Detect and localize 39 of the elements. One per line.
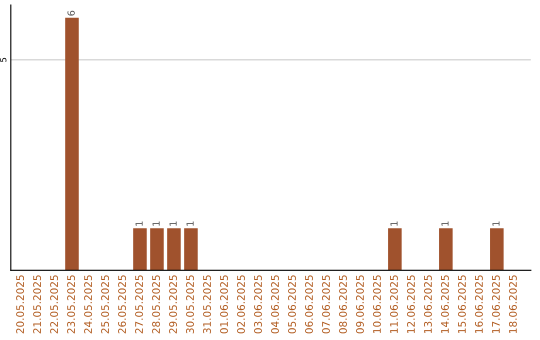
x-tick-label: 02.06.2025 [237, 275, 245, 334]
x-tick-label: 23.05.2025 [67, 275, 75, 334]
x-tick-label: 28.05.2025 [152, 275, 160, 334]
x-tick-label: 17.06.2025 [492, 275, 500, 333]
x-tick-label: 06.06.2025 [305, 275, 313, 334]
x-tick-label: 18.06.2025 [508, 275, 517, 333]
x-tick-label: 09.06.2025 [356, 275, 364, 334]
x-tick-label: 31.05.2025 [203, 275, 211, 334]
data-label: 1 [390, 222, 398, 226]
x-tick-label: 21.05.2025 [33, 275, 42, 334]
data-label: 1 [492, 222, 500, 226]
x-tick-label: 22.05.2025 [50, 275, 58, 334]
x-tick-label: 13.06.2025 [424, 275, 432, 333]
x-tick-label: 30.05.2025 [186, 275, 194, 334]
x-tick-label: 12.06.2025 [407, 275, 415, 333]
x-tick-label: 05.06.2025 [288, 275, 296, 334]
x-tick-label: 04.06.2025 [271, 275, 279, 334]
data-label: 1 [152, 222, 160, 226]
data-label: 6 [67, 10, 75, 16]
data-label: 1 [186, 222, 194, 226]
x-tick-label: 24.05.2025 [84, 275, 92, 334]
x-tick-label: 11.06.2025 [390, 275, 398, 333]
data-label: 1 [170, 222, 177, 226]
x-tick-label: 08.06.2025 [339, 275, 347, 334]
x-tick-label: 16.06.2025 [474, 275, 483, 333]
x-tick-label: 03.06.2025 [254, 275, 262, 334]
x-tick-label: 15.06.2025 [458, 275, 466, 333]
x-tick-label: 10.06.2025 [373, 275, 381, 333]
x-tick-label: 27.05.2025 [135, 275, 143, 334]
x-tick-label: 29.05.2025 [169, 275, 177, 334]
x-tick-label: 20.05.2025 [16, 275, 24, 334]
x-tick-label: 14.06.2025 [440, 275, 449, 333]
x-tick-label: 07.06.2025 [322, 275, 330, 334]
x-tick-label: 26.05.2025 [118, 275, 126, 334]
y-tick-label: 5 [0, 58, 6, 62]
x-tick-label: 01.06.2025 [220, 275, 228, 334]
data-label: 1 [136, 222, 143, 226]
x-tick-label: 25.05.2025 [101, 275, 109, 334]
data-label: 1 [441, 222, 449, 226]
